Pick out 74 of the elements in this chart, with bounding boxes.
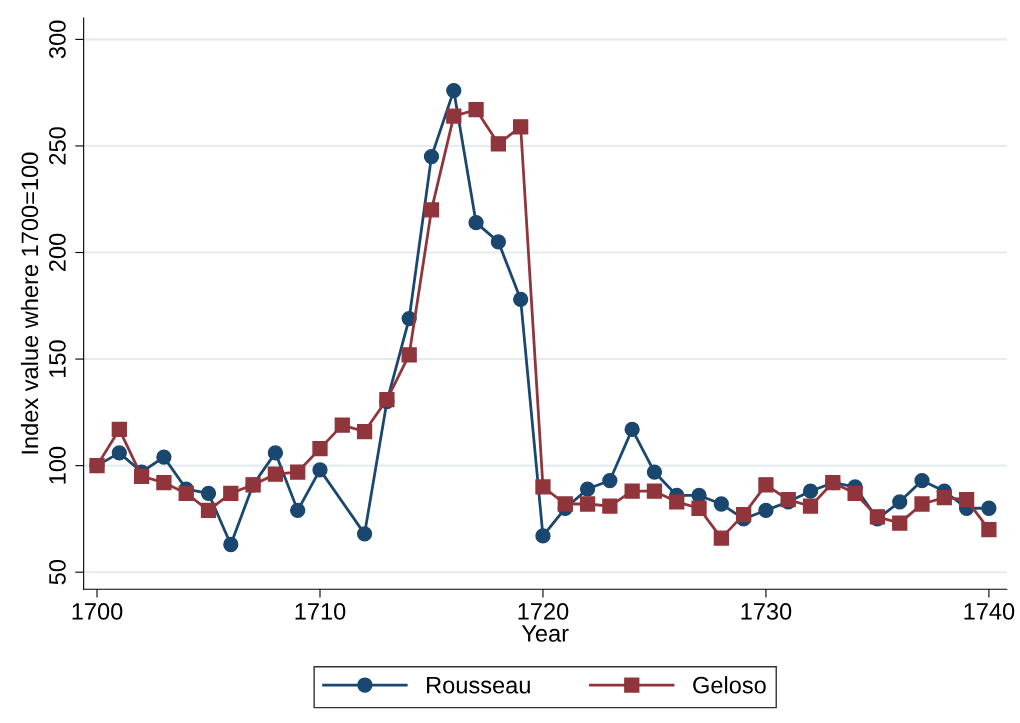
point (490, 234, 507, 250)
y-tick-label: 150 (49, 340, 66, 377)
point (602, 472, 618, 489)
point (133, 468, 150, 484)
point (535, 528, 551, 544)
point (401, 347, 417, 363)
point (290, 502, 306, 519)
y-tick-label: 250 (49, 127, 66, 165)
point (446, 82, 462, 99)
point (847, 485, 863, 501)
point (892, 494, 908, 510)
point (334, 417, 350, 433)
point (936, 489, 952, 506)
point (914, 472, 930, 489)
point (490, 136, 507, 152)
point (356, 423, 373, 440)
point (624, 421, 640, 438)
point (802, 498, 819, 514)
x-tick-label: 1740 (964, 603, 1015, 620)
x-tick-label: 1710 (295, 603, 346, 620)
point (200, 502, 217, 519)
y-tick-label: 200 (49, 233, 66, 272)
point (758, 477, 774, 493)
point (758, 502, 774, 519)
legend-label: Rousseau (427, 677, 530, 694)
point (579, 481, 596, 497)
y-tick-label: 300 (49, 20, 66, 59)
point (267, 445, 284, 461)
y-tick-label: 100 (49, 446, 66, 484)
x-tick-label: 1730 (741, 603, 792, 620)
point (579, 496, 596, 512)
point (423, 202, 440, 218)
point (423, 148, 440, 165)
point (735, 507, 752, 523)
point (468, 102, 484, 118)
point (892, 515, 908, 531)
point (178, 485, 194, 501)
legend-label: Geloso (693, 676, 766, 694)
point (267, 466, 284, 482)
point (557, 496, 573, 512)
point (602, 498, 618, 514)
point (200, 485, 217, 501)
point (624, 483, 640, 499)
point (290, 464, 306, 480)
point (468, 215, 484, 231)
point (713, 496, 729, 512)
point (646, 483, 663, 499)
x-tick-label: 1700 (72, 603, 123, 620)
point (111, 445, 127, 461)
point (914, 496, 930, 512)
point (981, 500, 997, 516)
point (691, 500, 707, 516)
point (156, 449, 172, 465)
point (356, 526, 373, 542)
point (513, 119, 529, 135)
x-tick-label: 1720 (518, 603, 569, 620)
point (646, 464, 663, 480)
point (156, 475, 172, 491)
point (513, 291, 529, 308)
point (312, 462, 328, 478)
point (669, 494, 685, 510)
y-axis-title: Index value where 1700=100 (20, 152, 39, 454)
point (446, 108, 462, 124)
point (223, 536, 239, 553)
point (802, 483, 819, 499)
point (981, 521, 997, 538)
point (312, 440, 328, 457)
point (535, 479, 551, 495)
point (223, 485, 239, 501)
x-axis-title: Year (521, 625, 569, 642)
point (111, 421, 127, 438)
point (713, 530, 729, 546)
y-tick-label: 50 (49, 559, 66, 585)
point (958, 492, 975, 508)
